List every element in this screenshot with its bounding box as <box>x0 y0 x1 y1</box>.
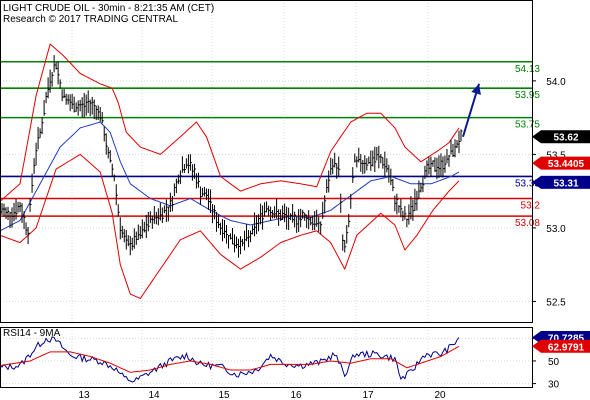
forecast-arrow-head <box>471 83 481 95</box>
rsi-tag-pointer <box>532 330 541 344</box>
rsi-y-tick-label: 50 <box>548 357 560 368</box>
bollinger-lower <box>0 153 460 299</box>
chart-title: LIGHT CRUDE OIL - 30min - 8:21:35 AM (CE… <box>3 3 214 14</box>
level-label: 53.35 <box>515 178 540 189</box>
main-panel-frame <box>0 0 533 323</box>
rsi-tag-pointer <box>532 339 541 353</box>
rsi-line <box>0 336 460 383</box>
price-tag-pointer <box>532 175 541 189</box>
rsi-panel-frame <box>0 327 533 388</box>
grid-layer <box>0 0 532 387</box>
y-tick-label: 53.5 <box>546 150 566 161</box>
chart-subtitle: Research © 2017 TRADING CENTRAL <box>3 14 178 25</box>
rsi-title: RSI14 - 9MA <box>3 328 61 339</box>
bollinger-upper <box>0 43 460 202</box>
rsi-tag-box <box>541 339 590 353</box>
price-tag-label: 53.62 <box>553 133 578 144</box>
rsi-y-tick-label: 30 <box>548 380 560 391</box>
price-tag-box <box>541 175 590 189</box>
y-tick-label: 52.5 <box>546 297 566 308</box>
price-tag-label: 53.31 <box>553 178 578 189</box>
level-label: 53.75 <box>515 120 540 131</box>
price-tag-box <box>541 156 590 170</box>
rsi-tag-label: 62.9791 <box>548 342 585 353</box>
x-tick-label: 17 <box>362 390 374 400</box>
level-label: 53.2 <box>521 200 541 211</box>
price-tag-pointer <box>532 130 541 144</box>
x-tick-label: 14 <box>148 390 160 400</box>
series-layer <box>0 43 481 383</box>
moving-average-line <box>0 121 460 232</box>
y-tick-label: 54.0 <box>546 77 566 88</box>
x-tick-label: 16 <box>290 390 302 400</box>
price-tag-box <box>541 130 590 144</box>
rsi-ma-line <box>0 345 460 373</box>
level-label: 53.95 <box>515 90 540 101</box>
price-tag-label: 53.4405 <box>548 159 585 170</box>
level-label: 53.08 <box>515 218 540 229</box>
level-label: 54.13 <box>515 64 540 75</box>
x-tick-label: 20 <box>434 390 446 400</box>
rsi-tag-label: 70.7285 <box>548 333 585 344</box>
price-tag-pointer <box>532 156 541 170</box>
y-tick-label: 53.0 <box>546 224 566 235</box>
x-tick-label: 15 <box>218 390 230 400</box>
x-tick-label: 13 <box>78 390 90 400</box>
